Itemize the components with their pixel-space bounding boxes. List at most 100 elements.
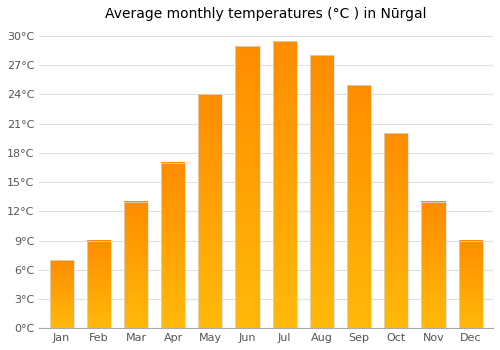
- Bar: [124, 305, 148, 307]
- Bar: [422, 320, 446, 322]
- Bar: [347, 295, 371, 300]
- Bar: [50, 278, 74, 279]
- Bar: [458, 273, 483, 274]
- Bar: [272, 151, 297, 156]
- Bar: [310, 292, 334, 296]
- Bar: [422, 235, 446, 237]
- Bar: [124, 320, 148, 322]
- Bar: [384, 279, 408, 283]
- Bar: [50, 303, 74, 304]
- Bar: [458, 300, 483, 302]
- Bar: [50, 308, 74, 309]
- Bar: [124, 262, 148, 265]
- Bar: [458, 278, 483, 280]
- Bar: [86, 259, 111, 261]
- Bar: [236, 187, 260, 192]
- Bar: [124, 284, 148, 286]
- Bar: [236, 60, 260, 65]
- Bar: [422, 279, 446, 282]
- Bar: [272, 242, 297, 247]
- Bar: [384, 260, 408, 263]
- Bar: [347, 198, 371, 202]
- Bar: [272, 132, 297, 136]
- Bar: [50, 321, 74, 322]
- Bar: [310, 174, 334, 178]
- Bar: [384, 253, 408, 257]
- Bar: [347, 186, 371, 190]
- Bar: [236, 229, 260, 234]
- Bar: [458, 324, 483, 325]
- Bar: [124, 286, 148, 288]
- Bar: [198, 273, 222, 278]
- Bar: [198, 313, 222, 316]
- Bar: [161, 187, 186, 190]
- Bar: [124, 229, 148, 231]
- Bar: [236, 304, 260, 309]
- Bar: [384, 244, 408, 247]
- Bar: [347, 292, 371, 296]
- Bar: [458, 284, 483, 286]
- Bar: [272, 189, 297, 194]
- Bar: [124, 311, 148, 313]
- Bar: [422, 233, 446, 235]
- Bar: [310, 205, 334, 210]
- Bar: [198, 141, 222, 145]
- Bar: [347, 223, 371, 227]
- Bar: [198, 153, 222, 157]
- Bar: [384, 185, 408, 189]
- Bar: [422, 273, 446, 275]
- Bar: [458, 315, 483, 316]
- Bar: [422, 258, 446, 261]
- Bar: [198, 94, 222, 98]
- Bar: [272, 122, 297, 127]
- Bar: [272, 108, 297, 113]
- Bar: [50, 296, 74, 297]
- Bar: [347, 300, 371, 304]
- Bar: [347, 190, 371, 194]
- Bar: [50, 273, 74, 275]
- Bar: [161, 253, 186, 257]
- Bar: [458, 248, 483, 249]
- Bar: [124, 267, 148, 269]
- Bar: [86, 245, 111, 246]
- Bar: [384, 234, 408, 237]
- Bar: [50, 270, 74, 271]
- Bar: [272, 194, 297, 199]
- Bar: [124, 216, 148, 218]
- Bar: [422, 299, 446, 301]
- Bar: [236, 126, 260, 131]
- Bar: [422, 303, 446, 305]
- Bar: [124, 258, 148, 261]
- Bar: [161, 229, 186, 232]
- Bar: [310, 246, 334, 251]
- Bar: [161, 300, 186, 303]
- Bar: [458, 281, 483, 283]
- Bar: [198, 192, 222, 196]
- Bar: [198, 176, 222, 180]
- Bar: [272, 50, 297, 55]
- Bar: [236, 290, 260, 295]
- Bar: [50, 310, 74, 311]
- Bar: [458, 299, 483, 300]
- Bar: [272, 247, 297, 252]
- Bar: [236, 318, 260, 323]
- Bar: [161, 284, 186, 287]
- Bar: [161, 204, 186, 207]
- Bar: [198, 234, 222, 239]
- Bar: [422, 262, 446, 265]
- Bar: [347, 239, 371, 243]
- Bar: [384, 318, 408, 322]
- Bar: [310, 83, 334, 87]
- Bar: [198, 98, 222, 102]
- Bar: [384, 146, 408, 150]
- Bar: [236, 300, 260, 304]
- Bar: [161, 275, 186, 279]
- Bar: [50, 323, 74, 325]
- Bar: [347, 284, 371, 288]
- Bar: [347, 97, 371, 101]
- Bar: [347, 287, 371, 292]
- Bar: [272, 203, 297, 209]
- Bar: [347, 308, 371, 312]
- Bar: [272, 266, 297, 271]
- Bar: [161, 256, 186, 259]
